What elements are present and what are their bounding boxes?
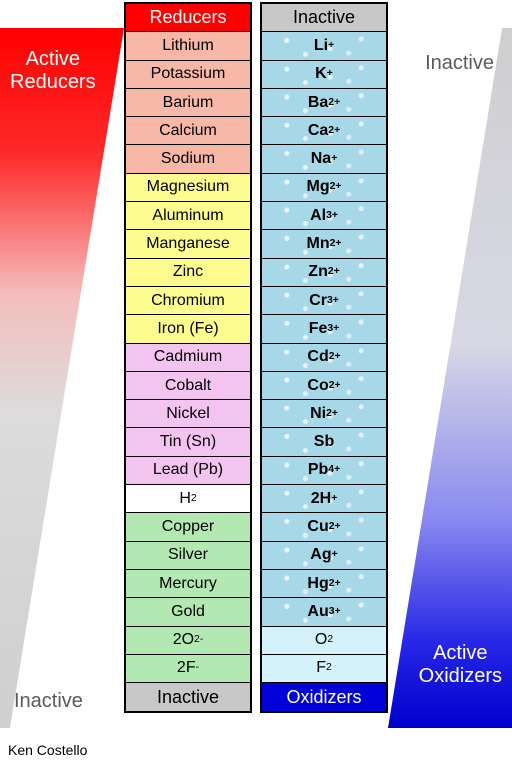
oxidizers-row: Hg2+ xyxy=(262,570,386,598)
left-bottom-label: Inactive xyxy=(14,690,83,713)
reducers-row: Lead (Pb) xyxy=(126,457,250,485)
oxidizers-row: Cu2+ xyxy=(262,513,386,541)
oxidizers-row: Na+ xyxy=(262,145,386,173)
reducers-row: 2F- xyxy=(126,655,250,683)
reducers-row: Cadmium xyxy=(126,344,250,372)
reducers-row: Chromium xyxy=(126,287,250,315)
reducers-row: Zinc xyxy=(126,259,250,287)
credit-text: Ken Costello xyxy=(8,742,87,758)
reducers-column: ReducersLithiumPotassiumBariumCalciumSod… xyxy=(124,2,252,713)
reducers-header: Reducers xyxy=(126,4,250,32)
reducers-row: Calcium xyxy=(126,117,250,145)
oxidizers-row: Mg2+ xyxy=(262,174,386,202)
oxidizers-row: Li+ xyxy=(262,32,386,60)
oxidizers-row: Ag+ xyxy=(262,542,386,570)
oxidizers-row: Au3+ xyxy=(262,598,386,626)
oxidizers-row: Cr3+ xyxy=(262,287,386,315)
oxidizers-row: Cd2+ xyxy=(262,344,386,372)
columns-container: ReducersLithiumPotassiumBariumCalciumSod… xyxy=(124,2,388,713)
reducers-row: Iron (Fe) xyxy=(126,315,250,343)
reducers-row: Magnesium xyxy=(126,174,250,202)
oxidizers-row: Ba2+ xyxy=(262,89,386,117)
reducers-row: Lithium xyxy=(126,32,250,60)
oxidizers-footer: Oxidizers xyxy=(262,683,386,711)
oxidizers-row: Sb xyxy=(262,428,386,456)
oxidizers-row: Ni2+ xyxy=(262,400,386,428)
right-bottom-label: Active Oxidizers xyxy=(419,642,502,688)
oxidizers-header: Inactive xyxy=(262,4,386,32)
reducers-row: Mercury xyxy=(126,570,250,598)
oxidizers-row: Ca2+ xyxy=(262,117,386,145)
reducers-row: Manganese xyxy=(126,230,250,258)
oxidizers-row: F2 xyxy=(262,655,386,683)
reducers-row: 2O2- xyxy=(126,627,250,655)
reducers-row: Gold xyxy=(126,598,250,626)
oxidizers-row: 2H+ xyxy=(262,485,386,513)
oxidizers-row: Al3+ xyxy=(262,202,386,230)
right-wedge xyxy=(388,28,512,728)
oxidizers-row: Pb4+ xyxy=(262,457,386,485)
left-top-label: Active Reducers xyxy=(10,48,96,94)
oxidizers-row: O2 xyxy=(262,627,386,655)
reducers-row: Tin (Sn) xyxy=(126,428,250,456)
oxidizers-row: K+ xyxy=(262,61,386,89)
oxidizers-row: Fe3+ xyxy=(262,315,386,343)
reducers-row: Aluminum xyxy=(126,202,250,230)
reducers-row: Silver xyxy=(126,542,250,570)
reducers-row: H2 xyxy=(126,485,250,513)
reducers-row: Copper xyxy=(126,513,250,541)
left-wedge xyxy=(0,28,124,728)
reducers-row: Barium xyxy=(126,89,250,117)
right-top-label: Inactive xyxy=(425,52,494,75)
oxidizers-row: Zn2+ xyxy=(262,259,386,287)
oxidizers-row: Mn2+ xyxy=(262,230,386,258)
reducers-row: Potassium xyxy=(126,61,250,89)
oxidizers-row: Co2+ xyxy=(262,372,386,400)
oxidizers-column: InactiveLi+K+Ba2+Ca2+Na+Mg2+Al3+Mn2+Zn2+… xyxy=(260,2,388,713)
reducers-row: Nickel xyxy=(126,400,250,428)
reducers-row: Cobalt xyxy=(126,372,250,400)
reducers-footer: Inactive xyxy=(126,683,250,711)
reducers-row: Sodium xyxy=(126,145,250,173)
